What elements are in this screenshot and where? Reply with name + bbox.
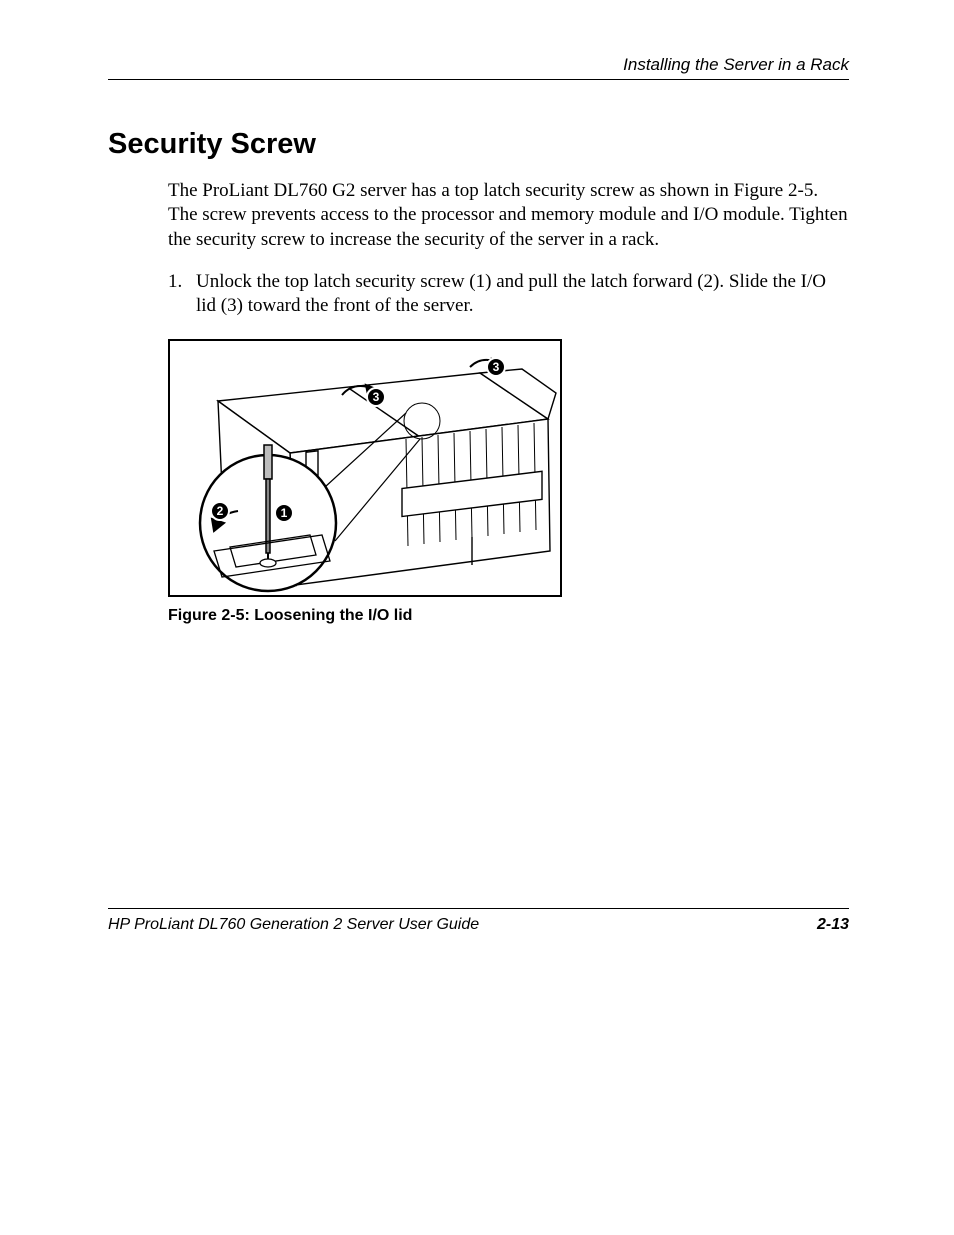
- section-title: Security Screw: [108, 128, 849, 161]
- running-title: Installing the Server in a Rack: [108, 55, 849, 75]
- figure-caption: Figure 2-5: Loosening the I/O lid: [168, 607, 849, 625]
- step-item: 1. Unlock the top latch security screw (…: [168, 270, 849, 319]
- figure: 1 2 3 3 Figure 2-5: Loosening the I/O li…: [168, 339, 849, 625]
- footer-page-number: 2-13: [817, 916, 849, 934]
- page-footer: HP ProLiant DL760 Generation 2 Server Us…: [108, 908, 849, 934]
- step-number: 1.: [168, 270, 196, 319]
- page-header: Installing the Server in a Rack: [108, 55, 849, 80]
- figure-callout-3a: 3: [366, 387, 386, 407]
- figure-image: 1 2 3 3: [168, 339, 562, 597]
- figure-callout-2: 2: [210, 501, 230, 521]
- figure-callout-1: 1: [274, 503, 294, 523]
- server-diagram-icon: [170, 341, 562, 597]
- step-text: Unlock the top latch security screw (1) …: [196, 270, 849, 319]
- figure-callout-3b: 3: [486, 357, 506, 377]
- intro-paragraph: The ProLiant DL760 G2 server has a top l…: [168, 179, 849, 252]
- footer-guide-title: HP ProLiant DL760 Generation 2 Server Us…: [108, 916, 479, 934]
- body-content: The ProLiant DL760 G2 server has a top l…: [108, 179, 849, 625]
